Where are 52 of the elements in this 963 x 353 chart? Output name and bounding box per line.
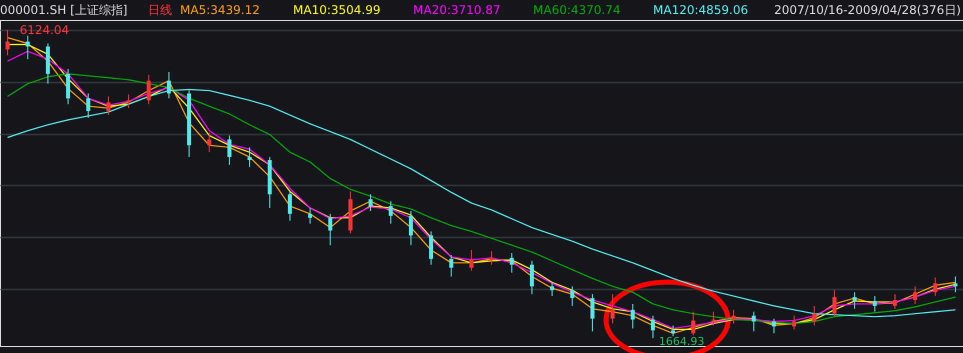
candlestick xyxy=(852,292,857,310)
chart-subtitle: 日线 xyxy=(148,3,172,17)
candlestick xyxy=(832,290,836,318)
candlestick xyxy=(812,305,816,326)
text: 2007/10/16-2009/04/28(376日) xyxy=(774,3,961,17)
candlestick xyxy=(308,207,312,224)
candlestick xyxy=(388,200,393,224)
text: MA10:3504.99 xyxy=(293,3,380,17)
candlestick xyxy=(752,311,756,332)
candlestick xyxy=(872,296,877,312)
candlestick xyxy=(953,276,958,293)
candlestick xyxy=(711,311,716,326)
candlestick xyxy=(408,210,413,246)
candlestick xyxy=(892,294,897,310)
candlestick xyxy=(550,282,554,297)
annotation: 6124.04 xyxy=(20,22,70,37)
candlestick xyxy=(732,309,736,324)
text: MA20:3710.87 xyxy=(413,3,500,17)
candlestick xyxy=(469,250,474,272)
candlestick xyxy=(691,311,696,336)
text: MA5:3439.12 xyxy=(180,3,260,17)
candlestick xyxy=(126,94,131,109)
candlestick xyxy=(248,146,252,168)
candlestick xyxy=(6,29,10,56)
candlestick xyxy=(510,252,514,274)
candlestick xyxy=(590,294,594,332)
chart-title: 000001.SH [上证综指] xyxy=(0,3,128,17)
candlestick xyxy=(328,213,332,246)
annotation: 1664.93 xyxy=(658,335,704,348)
text: MA60:4370.74 xyxy=(533,3,620,17)
candlestick xyxy=(650,315,655,339)
candlestick xyxy=(207,132,212,153)
candlestick xyxy=(913,286,918,304)
candlestick xyxy=(792,315,796,330)
candlestick xyxy=(530,260,534,295)
candlestick xyxy=(86,92,90,118)
candlestick xyxy=(933,276,938,297)
candlestick xyxy=(227,135,232,166)
candlestick xyxy=(630,303,635,329)
candlestick xyxy=(772,318,776,334)
candlestick xyxy=(368,194,373,212)
candlestick xyxy=(288,190,292,222)
candlestick xyxy=(26,35,30,60)
candlestick xyxy=(146,74,151,105)
candlestick xyxy=(490,250,494,266)
candlestick xyxy=(106,96,110,116)
candlestick xyxy=(449,254,454,277)
candlestick xyxy=(570,286,574,306)
candlestick xyxy=(610,294,615,324)
text: MA120:4859.06 xyxy=(653,3,748,17)
candlestick xyxy=(429,230,434,266)
candlestick xyxy=(671,324,676,337)
